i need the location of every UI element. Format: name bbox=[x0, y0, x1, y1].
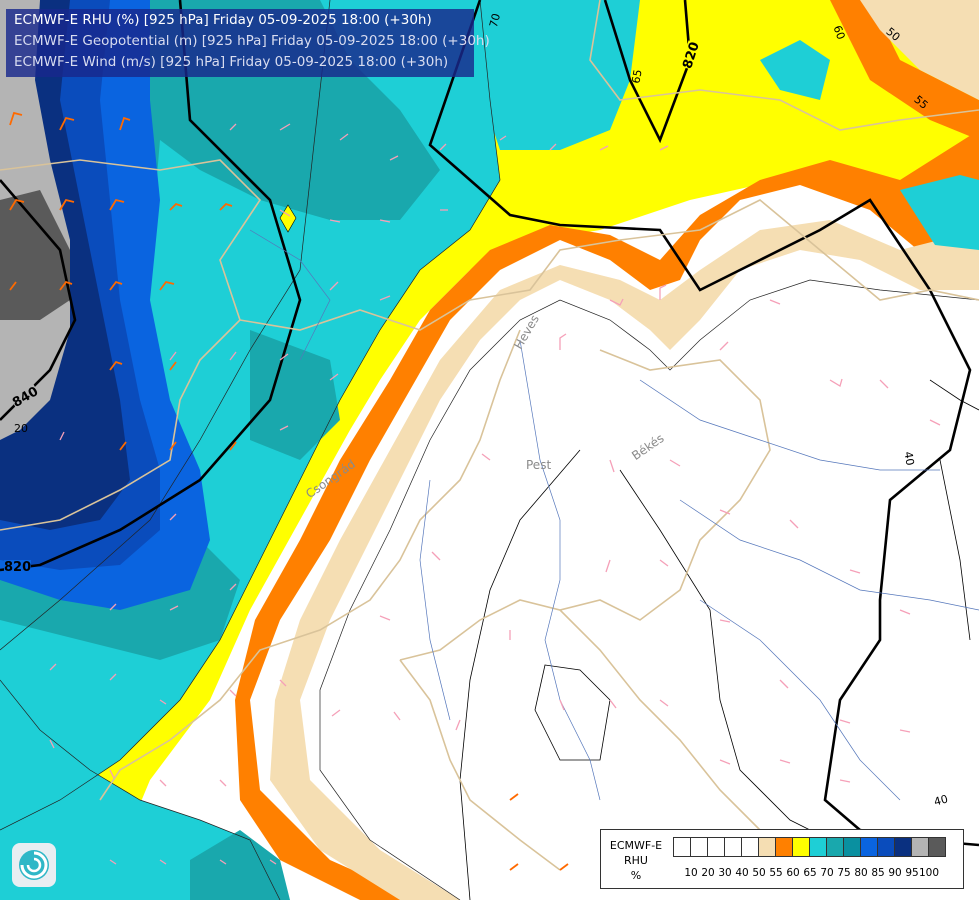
legend-variable: RHU bbox=[624, 854, 648, 867]
legend-swatch bbox=[690, 837, 708, 857]
legend-swatch bbox=[707, 837, 725, 857]
legend-swatch bbox=[792, 837, 810, 857]
legend-swatch bbox=[673, 837, 691, 857]
legend-swatches bbox=[673, 837, 946, 857]
rhu-band-60 bbox=[235, 130, 979, 900]
legend-swatch bbox=[826, 837, 844, 857]
legend-tick-label: 90 bbox=[888, 867, 902, 879]
legend-tick-label: 55 bbox=[769, 867, 783, 879]
contour-label-65: 65 bbox=[629, 68, 645, 85]
logo-swirl-icon bbox=[19, 850, 49, 880]
legend-swatch bbox=[843, 837, 861, 857]
wind-barbs-strong bbox=[9, 111, 569, 871]
legend-tick-label: 75 bbox=[837, 867, 851, 879]
legend-tick-label: 20 bbox=[701, 867, 715, 879]
rhu-patch-75-c bbox=[250, 330, 340, 460]
legend-tick-label: 100 bbox=[918, 867, 940, 879]
color-legend: ECMWF-E RHU % 10 20 30 40 50 55 60 65 70 75 80 85 90… bbox=[600, 829, 964, 889]
rhu-patch-70-ne bbox=[760, 40, 830, 100]
region-label-pest: Pest bbox=[526, 458, 552, 472]
legend-tick-label: 10 bbox=[684, 867, 698, 879]
contour-label-20: 20 bbox=[14, 422, 28, 435]
rhu-band-70-south bbox=[0, 680, 280, 900]
legend-model: ECMWF-E bbox=[609, 839, 663, 852]
legend-tick-label: 50 bbox=[752, 867, 766, 879]
legend-label: ECMWF-E RHU % bbox=[607, 838, 665, 883]
rhu-band-100 bbox=[0, 190, 70, 320]
country-borders bbox=[0, 0, 979, 871]
title-line-wind: ECMWF-E Wind (m/s) [925 hPa] Friday 05-0… bbox=[14, 54, 449, 70]
legend-tick-label: 40 bbox=[735, 867, 749, 879]
legend-swatch bbox=[758, 837, 776, 857]
legend-tick-label: 80 bbox=[854, 867, 868, 879]
title-line-geopotential: ECMWF-E Geopotential (m) [925 hPa] Frida… bbox=[14, 33, 490, 49]
rhu-band-60-top bbox=[830, 0, 979, 140]
legend-tick-label: 85 bbox=[871, 867, 885, 879]
legend-tick-label: 65 bbox=[803, 867, 817, 879]
map-title-box: ECMWF-E RHU (%) [925 hPa] Friday 05-09-2… bbox=[6, 9, 490, 77]
app-logo bbox=[12, 843, 56, 887]
legend-swatch bbox=[724, 837, 742, 857]
rivers bbox=[249, 229, 979, 801]
legend-swatch bbox=[809, 837, 827, 857]
legend-unit: % bbox=[630, 869, 642, 882]
legend-swatch bbox=[911, 837, 929, 857]
rhu-band-55-top bbox=[860, 0, 979, 100]
legend-swatch bbox=[894, 837, 912, 857]
legend-tick-label: 60 bbox=[786, 867, 800, 879]
thin-isolines bbox=[459, 379, 979, 900]
rhu-patch-70-se bbox=[900, 175, 979, 250]
legend-tick-label: 70 bbox=[820, 867, 834, 879]
title-line-rhu: ECMWF-E RHU (%) [925 hPa] Friday 05-09-2… bbox=[14, 12, 432, 28]
legend-swatch bbox=[860, 837, 878, 857]
legend-swatch bbox=[928, 837, 946, 857]
legend-tick-label: 95 bbox=[905, 867, 919, 879]
legend-swatch bbox=[741, 837, 759, 857]
contour-label-820-west: 820 bbox=[4, 560, 32, 575]
legend-ticks: 10 20 30 40 50 55 60 65 70 75 80 85 90 95 100 bbox=[673, 867, 963, 881]
legend-swatch bbox=[877, 837, 895, 857]
rhu-patch-75-s bbox=[190, 830, 290, 900]
legend-tick-label: 30 bbox=[718, 867, 732, 879]
rhu-band-55 bbox=[270, 220, 979, 900]
rhu-band-50 bbox=[320, 280, 979, 900]
contour-label-40-east: 40 bbox=[901, 450, 917, 467]
rhu-patch-70-n bbox=[480, 0, 640, 150]
legend-swatch bbox=[775, 837, 793, 857]
